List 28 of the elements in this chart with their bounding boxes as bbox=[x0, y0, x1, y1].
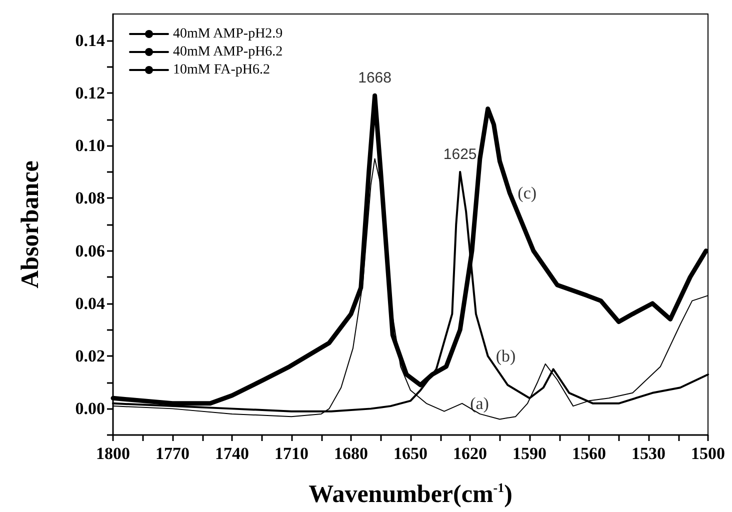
x-tick-label: 1590 bbox=[512, 444, 546, 463]
y-tick-label: 0.10 bbox=[75, 136, 105, 156]
y-tick-label: 0.04 bbox=[75, 294, 106, 313]
y-axis-title: Absorbance bbox=[17, 160, 44, 288]
annotation: 1668 bbox=[358, 70, 392, 87]
y-tick-label: 0.14 bbox=[75, 30, 106, 50]
x-tick-label: 1500 bbox=[691, 444, 725, 463]
x-tick-label: 1650 bbox=[394, 444, 428, 463]
annotation: 1625 bbox=[443, 146, 477, 163]
x-tick-label: 1560 bbox=[572, 444, 606, 463]
annotation: (a) bbox=[470, 394, 489, 413]
legend-label: 40mM AMP-pH6.2 bbox=[173, 44, 283, 60]
x-tick-label: 1770 bbox=[156, 444, 190, 463]
legend-label: 10mM FA-pH6.2 bbox=[173, 62, 270, 78]
y-tick-label: 0.12 bbox=[75, 83, 105, 102]
legend-label: 40mM AMP-pH2.9 bbox=[173, 26, 283, 42]
y-tick-label: 0.08 bbox=[75, 188, 105, 208]
x-tick-label: 1800 bbox=[96, 444, 130, 463]
y-tick-label: 0.00 bbox=[75, 399, 105, 418]
x-tick-label: 1740 bbox=[215, 444, 249, 463]
x-tick-label: 1620 bbox=[453, 444, 487, 463]
x-tick-label: 1530 bbox=[632, 444, 666, 463]
y-tick-label: 0.02 bbox=[75, 346, 105, 366]
annotation: (c) bbox=[518, 183, 537, 202]
x-tick-label: 1680 bbox=[334, 444, 368, 463]
y-tick-label: 0.06 bbox=[75, 241, 105, 260]
annotation: (b) bbox=[496, 346, 516, 366]
x-tick-label: 1710 bbox=[274, 444, 308, 463]
